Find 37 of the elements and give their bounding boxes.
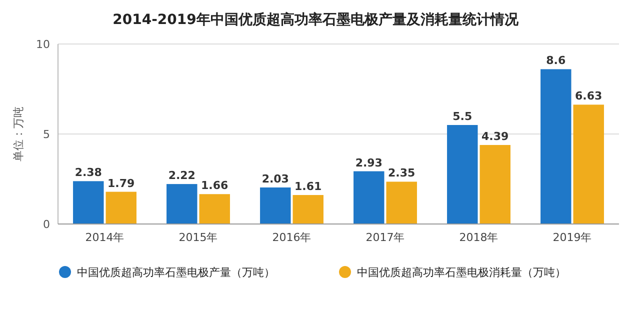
data-label: 6.63: [575, 90, 602, 103]
data-label: 1.61: [294, 180, 322, 194]
data-label: 2.35: [388, 166, 416, 180]
data-label: 1.79: [108, 176, 135, 190]
y-axis-title: 单位：万吨: [12, 106, 25, 162]
y-tick-label: 10: [36, 38, 50, 51]
chart-title: 2014-2019年中国优质超高功率石墨电极产量及消耗量统计情况: [112, 11, 520, 28]
bar: [166, 184, 198, 224]
legend-label: 中国优质超高功率石墨电极产量（万吨）: [77, 266, 275, 279]
bar: [447, 125, 478, 224]
data-label: 5.5: [452, 110, 472, 123]
bar: [386, 182, 417, 224]
data-label: 2.38: [74, 166, 102, 180]
bar: [573, 104, 604, 224]
y-tick-label: 5: [43, 128, 50, 141]
legend-label: 中国优质超高功率石墨电极消耗量（万吨）: [357, 266, 566, 279]
data-label: 2.22: [168, 169, 196, 182]
data-label: 8.6: [546, 54, 566, 68]
x-tick-label: 2015年: [178, 231, 218, 244]
bar: [292, 195, 324, 224]
bar: [540, 69, 572, 224]
x-tick-label: 2017年: [366, 231, 405, 244]
data-label: 2.03: [262, 172, 289, 186]
data-label: 1.66: [201, 179, 229, 192]
x-tick-label: 2014年: [85, 231, 124, 244]
bar: [106, 192, 136, 224]
x-tick-label: 2019年: [552, 231, 592, 244]
data-label: 2.93: [355, 156, 382, 170]
bar: [480, 144, 510, 224]
data-label: 4.39: [482, 130, 509, 143]
x-tick-label: 2018年: [459, 231, 498, 244]
bar: [354, 171, 384, 224]
y-tick-label: 0: [43, 218, 50, 231]
bar: [260, 187, 291, 224]
bar: [199, 194, 230, 224]
bar: [73, 181, 104, 224]
x-tick-label: 2016年: [272, 231, 312, 244]
